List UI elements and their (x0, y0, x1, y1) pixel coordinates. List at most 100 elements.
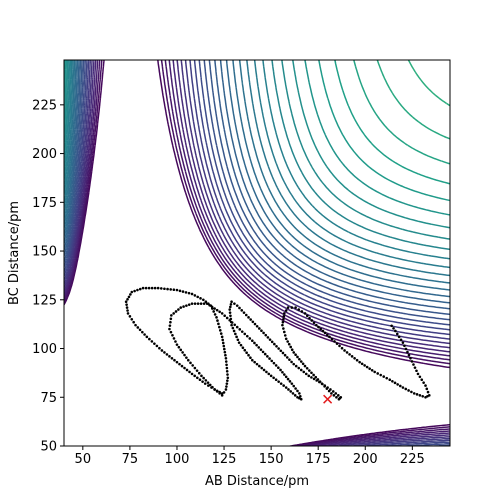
trajectory-point (215, 308, 219, 312)
contour-level-15 (64, 60, 450, 304)
contour-level-22 (64, 60, 450, 251)
trajectory-point (130, 290, 134, 294)
trajectory-point (262, 368, 266, 372)
trajectory-point (401, 341, 405, 344)
trajectory-point (168, 327, 171, 331)
trajectory-point (257, 327, 261, 330)
trajectory-point (290, 348, 294, 351)
trajectory-point (248, 337, 252, 340)
trajectory-point (376, 372, 379, 375)
trajectory-point (211, 385, 214, 389)
trajectory-point (312, 373, 315, 377)
trajectory-point (225, 369, 229, 373)
trajectory-point (225, 363, 228, 367)
trajectory-point (185, 368, 189, 372)
trajectory-point (277, 366, 280, 369)
trajectory-point (395, 332, 399, 336)
trajectory-point (141, 286, 145, 290)
trajectory-point (204, 379, 208, 382)
trajectory-point (350, 355, 354, 358)
trajectory-point (182, 305, 185, 308)
trajectory-point (283, 334, 287, 337)
trajectory-point (183, 366, 186, 370)
trajectory-point (198, 378, 202, 382)
trajectory-point (179, 306, 183, 309)
trajectory-point (128, 315, 132, 318)
trajectory-point (290, 306, 294, 309)
trajectory-point (244, 313, 248, 317)
trajectory-point (336, 394, 340, 397)
x-tick-label: 200 (353, 452, 378, 467)
trajectory-point (294, 387, 297, 390)
trajectory-point (274, 378, 278, 382)
trajectory-point (199, 297, 202, 300)
contour-level-28 (353, 60, 450, 165)
trajectory-point (229, 314, 232, 318)
trajectory-point (310, 371, 313, 375)
trajectory-point (202, 302, 206, 305)
trajectory-point (340, 346, 344, 350)
x-tick-label: 175 (306, 452, 331, 467)
trajectory-point (223, 350, 227, 354)
trajectory-point (205, 302, 209, 305)
trajectory-point (247, 353, 250, 357)
trajectory-point (312, 377, 316, 381)
trajectory-point (225, 385, 228, 388)
trajectory-point (325, 387, 329, 390)
trajectory-point (218, 392, 221, 395)
trajectory-point (226, 373, 229, 376)
trajectory-point (158, 346, 161, 350)
trajectory-point (308, 369, 311, 372)
trajectory-point (258, 364, 261, 368)
trajectory-point (206, 381, 210, 384)
trajectory-point (363, 364, 366, 367)
trajectory-point (289, 345, 293, 349)
trajectory-point (231, 326, 235, 330)
trajectory-point (310, 376, 313, 379)
trajectory-point (273, 342, 276, 346)
trajectory-point (208, 304, 211, 307)
trajectory-point (160, 349, 164, 352)
trajectory-point (241, 346, 245, 349)
trajectory-point (277, 347, 280, 350)
trajectory-point (237, 341, 241, 344)
trajectory-point (288, 358, 291, 361)
trajectory-point (302, 370, 306, 374)
trajectory-point (187, 291, 191, 295)
y-tick-label: 100 (32, 342, 57, 357)
trajectory-point (304, 372, 308, 376)
trajectory-point (282, 384, 285, 387)
trajectory-point (365, 365, 369, 369)
trajectory-point (397, 335, 401, 339)
trajectory-point (404, 387, 408, 391)
trajectory-point (185, 304, 188, 307)
trajectory-point (298, 392, 301, 395)
trajectory-point (353, 356, 356, 360)
trajectory-point (348, 353, 351, 356)
trajectory-point (177, 345, 181, 349)
trajectory-point (153, 286, 157, 290)
trajectory-point (393, 381, 397, 385)
trajectory-point (225, 366, 229, 370)
trajectory-point (126, 312, 130, 315)
trajectory-point (193, 294, 197, 297)
trajectory-point (238, 306, 241, 310)
x-axis-label: AB Distance/pm (205, 474, 309, 489)
trajectory-point (335, 395, 338, 399)
contour-level-1 (64, 60, 450, 446)
contour-level-5 (64, 60, 450, 446)
trajectory-point (253, 360, 256, 364)
trajectory-point (215, 316, 218, 319)
trajectory-point (202, 298, 205, 302)
contour-level-21 (64, 60, 450, 260)
contour-level-9 (64, 60, 450, 446)
trajectory-point (318, 380, 322, 383)
trajectory-point (169, 288, 172, 291)
trajectory-point (218, 329, 222, 332)
trajectory-point (272, 376, 275, 380)
trajectory-point (299, 368, 303, 372)
y-tick-label: 75 (40, 391, 57, 406)
trajectory-point (424, 384, 427, 387)
trajectory-point (212, 310, 215, 313)
trajectory-point (310, 319, 314, 322)
